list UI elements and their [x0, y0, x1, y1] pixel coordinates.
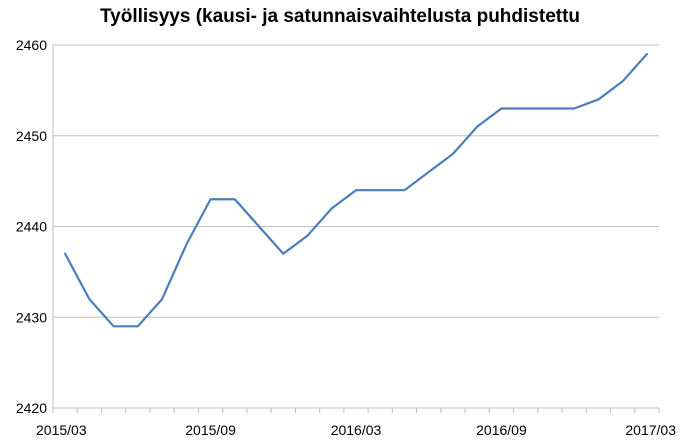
x-tick-label: 2015/03: [36, 422, 87, 438]
axes: [52, 45, 660, 413]
y-tick-label: 2420: [16, 400, 47, 416]
chart-title: Työllisyys (kausi- ja satunnaisvaihtelus…: [99, 6, 581, 27]
y-tick-labels: 2420 2430 2440 2450 2460: [16, 37, 47, 416]
y-tick-label: 2460: [16, 37, 47, 53]
y-tick-label: 2450: [16, 128, 47, 144]
x-tick-label: 2016/09: [476, 422, 527, 438]
series-line: [64, 52, 648, 328]
x-tick-label: 2015/09: [185, 422, 236, 438]
gridlines: [53, 44, 659, 318]
series-group: [64, 52, 648, 328]
x-tick-label: 2017/03: [625, 422, 676, 438]
x-tick-label: 2016/03: [331, 422, 382, 438]
y-tick-label: 2430: [16, 309, 47, 325]
y-tick-label: 2440: [16, 219, 47, 235]
x-tick-labels: 2015/03 2015/09 2016/03 2016/09 2017/03: [36, 422, 676, 438]
